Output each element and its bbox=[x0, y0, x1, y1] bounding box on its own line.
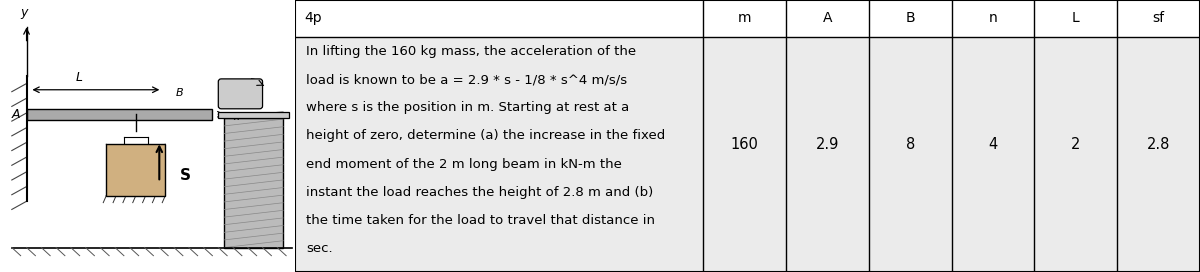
Text: 2.8: 2.8 bbox=[1147, 137, 1170, 152]
FancyBboxPatch shape bbox=[218, 79, 263, 109]
Text: 2.9: 2.9 bbox=[816, 137, 839, 152]
Text: end moment of the 2 m long beam in kN-m the: end moment of the 2 m long beam in kN-m … bbox=[306, 157, 622, 171]
Bar bbox=[218, 112, 289, 118]
Bar bbox=[224, 118, 283, 248]
Text: L: L bbox=[76, 71, 83, 84]
Text: n: n bbox=[989, 11, 997, 25]
Text: A: A bbox=[823, 11, 832, 25]
Text: x: x bbox=[233, 112, 239, 122]
Text: L: L bbox=[1072, 11, 1080, 25]
Text: S: S bbox=[180, 168, 191, 183]
Text: sf: sf bbox=[1152, 11, 1165, 25]
Text: B: B bbox=[176, 88, 184, 98]
Bar bbox=[26, 109, 212, 120]
Text: where s is the position in m. Starting at rest at a: where s is the position in m. Starting a… bbox=[306, 101, 629, 115]
Text: A: A bbox=[12, 108, 20, 121]
Text: sec.: sec. bbox=[306, 242, 332, 255]
Text: In lifting the 160 kg mass, the acceleration of the: In lifting the 160 kg mass, the accelera… bbox=[306, 45, 636, 58]
Text: the time taken for the load to travel that distance in: the time taken for the load to travel th… bbox=[306, 214, 655, 227]
Bar bbox=[107, 144, 166, 196]
Text: 160: 160 bbox=[731, 137, 758, 152]
Text: 4p: 4p bbox=[304, 11, 322, 25]
Text: 4: 4 bbox=[989, 137, 997, 152]
Text: load is known to be a = 2.9 * s - 1/8 * s^4 m/s/s: load is known to be a = 2.9 * s - 1/8 * … bbox=[306, 73, 626, 86]
Text: B: B bbox=[906, 11, 916, 25]
Bar bbox=[295, 37, 1200, 272]
Text: 8: 8 bbox=[906, 137, 914, 152]
Text: m: m bbox=[738, 11, 751, 25]
Text: height of zero, determine (a) the increase in the fixed: height of zero, determine (a) the increa… bbox=[306, 129, 665, 143]
Bar bbox=[295, 0, 1200, 37]
Text: 2: 2 bbox=[1072, 137, 1080, 152]
Text: instant the load reaches the height of 2.8 m and (b): instant the load reaches the height of 2… bbox=[306, 186, 653, 199]
Text: y: y bbox=[20, 6, 28, 19]
